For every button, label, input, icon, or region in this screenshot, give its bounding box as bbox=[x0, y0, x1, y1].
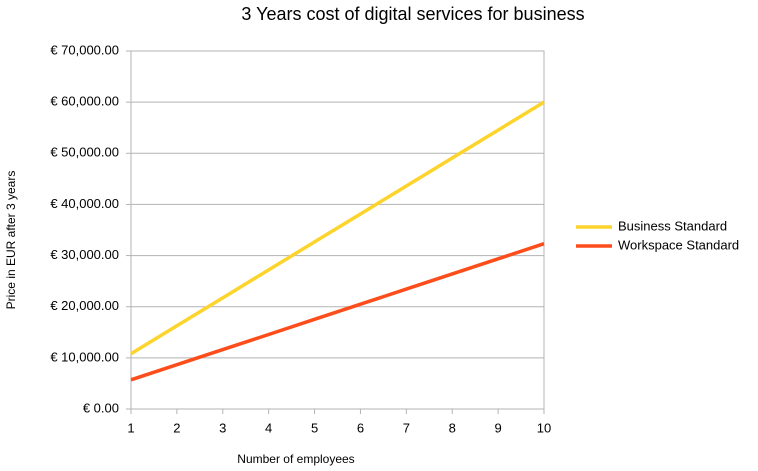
y-tick-label: € 20,000.00 bbox=[50, 298, 119, 313]
y-tick-label: € 40,000.00 bbox=[50, 196, 119, 211]
y-tick-label: € 10,000.00 bbox=[50, 349, 119, 364]
y-tick-label: € 30,000.00 bbox=[50, 247, 119, 262]
x-tick-label: 6 bbox=[357, 420, 364, 435]
x-tick-label: 4 bbox=[265, 420, 272, 435]
y-axis-label: Price in EUR after 3 years bbox=[4, 171, 18, 310]
x-tick-label: 3 bbox=[219, 420, 226, 435]
series-line bbox=[130, 100, 545, 356]
x-tick-label: 8 bbox=[449, 420, 456, 435]
x-tick-label: 9 bbox=[494, 420, 501, 435]
x-tick-label: 2 bbox=[173, 420, 180, 435]
plot-border bbox=[130, 50, 545, 410]
x-tick-label: 7 bbox=[403, 420, 410, 435]
y-tick-label: € 70,000.00 bbox=[50, 42, 119, 57]
series-line bbox=[130, 242, 545, 382]
x-tick-label: 1 bbox=[127, 420, 134, 435]
y-tick-label: € 50,000.00 bbox=[50, 145, 119, 160]
x-axis-label: Number of employees bbox=[237, 452, 354, 466]
y-tick-label: € 0.00 bbox=[83, 400, 119, 415]
legend-label: Business Standard bbox=[618, 218, 727, 233]
chart-title: 3 Years cost of digital services for bus… bbox=[241, 4, 584, 24]
legend-label: Workspace Standard bbox=[618, 237, 739, 252]
x-tick-label: 5 bbox=[311, 420, 318, 435]
y-tick-label: € 60,000.00 bbox=[50, 94, 119, 109]
x-tick-label: 10 bbox=[537, 420, 551, 435]
